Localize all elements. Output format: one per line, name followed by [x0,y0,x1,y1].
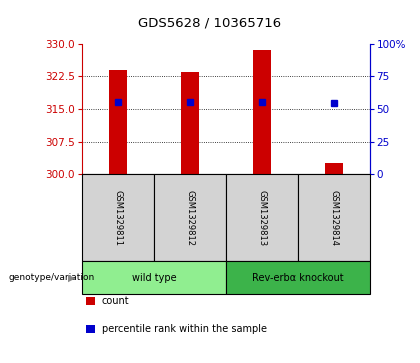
Bar [181,72,199,174]
Text: GDS5628 / 10365716: GDS5628 / 10365716 [139,16,281,29]
Text: count: count [102,296,129,306]
Text: genotype/variation: genotype/variation [8,273,95,282]
Text: wild type: wild type [131,273,176,283]
Text: GSM1329813: GSM1329813 [257,190,266,246]
Text: GSM1329811: GSM1329811 [113,190,122,246]
Text: percentile rank within the sample: percentile rank within the sample [102,323,267,334]
Text: GSM1329812: GSM1329812 [185,190,194,246]
Bar [253,50,271,174]
Bar [325,163,343,174]
Text: Rev-erbα knockout: Rev-erbα knockout [252,273,344,283]
Text: GSM1329814: GSM1329814 [329,190,338,246]
Bar [109,70,127,174]
Text: ▶: ▶ [68,273,76,283]
